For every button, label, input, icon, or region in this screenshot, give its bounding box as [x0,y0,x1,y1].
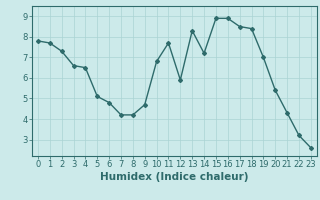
X-axis label: Humidex (Indice chaleur): Humidex (Indice chaleur) [100,172,249,182]
